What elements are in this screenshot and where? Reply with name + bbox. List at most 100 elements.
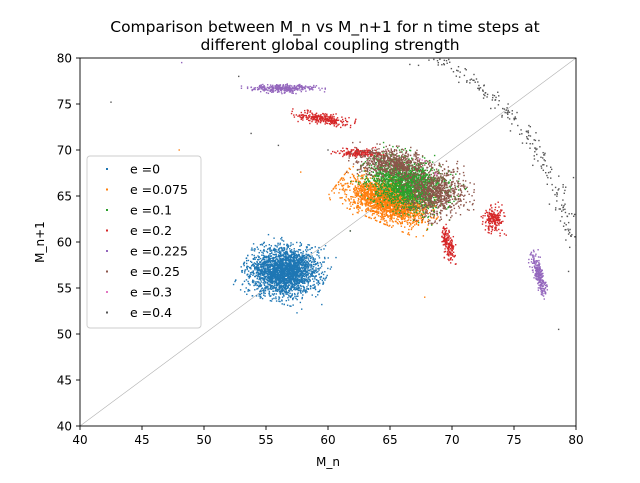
- data-point: [363, 198, 366, 201]
- data-point: [362, 203, 364, 205]
- data-point: [405, 215, 407, 218]
- data-point: [421, 220, 423, 222]
- data-point: [290, 268, 293, 270]
- data-point: [311, 261, 313, 263]
- data-point: [418, 212, 420, 215]
- data-point: [418, 214, 420, 217]
- data-point: [387, 191, 390, 193]
- data-point: [287, 297, 289, 299]
- data-point: [274, 278, 277, 281]
- data-point: [289, 277, 291, 279]
- data-point: [296, 312, 298, 314]
- data-point: [434, 205, 436, 207]
- data-point: [399, 194, 402, 197]
- data-point: [279, 292, 281, 295]
- data-point: [414, 220, 417, 223]
- data-point: [292, 259, 294, 262]
- data-point: [382, 178, 385, 180]
- data-point: [388, 200, 390, 203]
- data-point: [307, 273, 309, 276]
- data-point: [403, 161, 406, 163]
- data-point: [273, 247, 275, 250]
- data-point: [296, 295, 298, 298]
- data-point: [290, 242, 292, 244]
- data-point: [393, 207, 396, 210]
- data-point: [276, 290, 278, 292]
- data-point: [294, 266, 297, 269]
- data-point: [286, 249, 288, 251]
- data-point: [367, 203, 369, 205]
- data-point: [282, 265, 284, 268]
- data-point: [393, 203, 396, 205]
- data-point: [281, 259, 283, 261]
- data-point: [307, 276, 310, 279]
- data-point: [448, 182, 450, 185]
- data-point: [272, 294, 275, 296]
- data-point: [404, 204, 406, 206]
- data-point: [293, 267, 296, 269]
- data-point: [416, 203, 418, 205]
- data-point: [286, 252, 288, 254]
- data-point: [297, 286, 300, 288]
- data-point: [372, 198, 374, 201]
- data-point: [313, 271, 315, 274]
- data-point: [299, 255, 301, 258]
- data-point: [240, 266, 242, 268]
- data-point: [405, 208, 407, 210]
- data-point: [274, 263, 276, 265]
- data-point: [275, 271, 277, 274]
- data-point: [391, 209, 394, 212]
- data-point: [362, 197, 364, 199]
- data-point: [281, 236, 283, 239]
- data-point: [283, 243, 285, 246]
- data-point: [270, 270, 272, 273]
- data-point: [287, 245, 290, 247]
- data-point: [343, 191, 346, 193]
- data-point: [367, 184, 370, 186]
- data-point: [364, 204, 367, 206]
- data-point: [288, 255, 290, 257]
- data-point: [267, 261, 269, 263]
- data-point: [303, 281, 305, 283]
- series-points-0: [232, 233, 337, 314]
- data-point: [281, 248, 283, 250]
- data-point: [269, 281, 272, 284]
- data-point: [300, 287, 302, 290]
- data-point: [427, 219, 430, 221]
- data-point: [291, 290, 293, 292]
- data-point: [419, 207, 421, 209]
- data-point: [272, 253, 274, 256]
- data-point: [281, 249, 284, 251]
- data-point: [272, 268, 275, 270]
- data-point: [291, 284, 293, 286]
- data-point: [365, 193, 367, 195]
- data-point: [296, 271, 298, 274]
- data-point: [294, 261, 297, 263]
- data-point: [264, 267, 266, 270]
- data-point: [369, 203, 372, 205]
- data-point: [260, 263, 263, 266]
- data-point: [257, 274, 259, 276]
- data-point: [282, 254, 285, 257]
- data-point: [264, 288, 267, 290]
- data-point: [380, 183, 382, 186]
- data-point: [417, 220, 419, 222]
- data-point: [261, 287, 264, 289]
- data-point: [391, 190, 393, 192]
- data-point: [276, 274, 278, 276]
- data-point: [261, 254, 263, 256]
- data-point: [290, 296, 292, 298]
- data-point: [256, 267, 258, 270]
- data-point: [382, 185, 384, 188]
- data-point: [379, 220, 382, 223]
- data-point: [398, 212, 401, 215]
- data-point: [291, 253, 293, 255]
- data-point: [287, 259, 289, 261]
- data-point: [300, 243, 303, 245]
- data-point: [283, 275, 285, 278]
- data-point: [271, 285, 274, 287]
- data-point: [401, 208, 403, 211]
- data-point: [297, 287, 300, 290]
- data-point: [345, 194, 348, 196]
- data-point: [268, 290, 271, 293]
